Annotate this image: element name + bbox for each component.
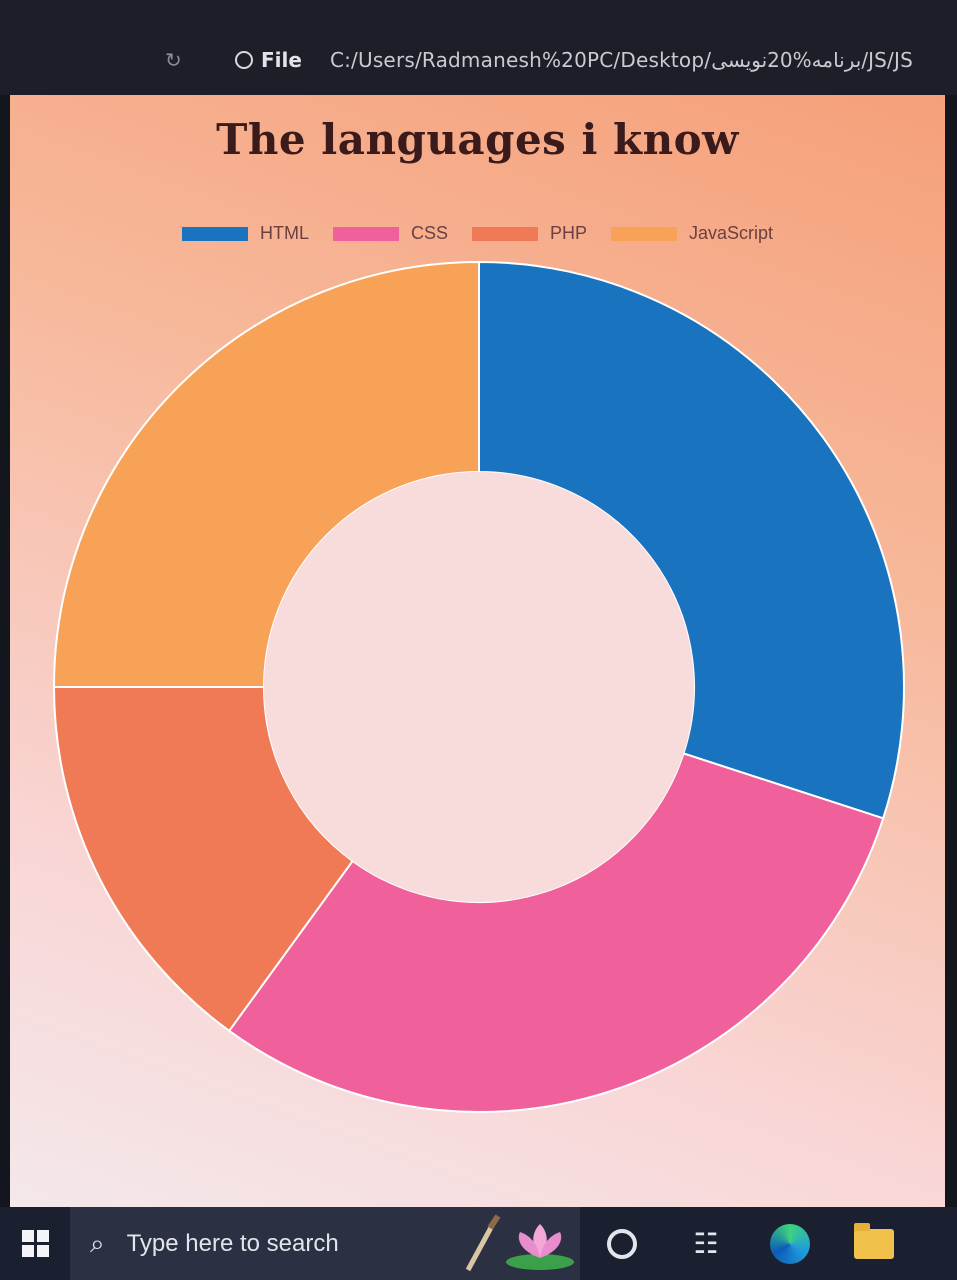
taskbar: ⌕ Type here to search ☷	[0, 1207, 957, 1280]
doughnut-hole	[264, 472, 694, 902]
legend-item-php[interactable]: PHP	[471, 223, 587, 244]
legend-label-php: PHP	[549, 223, 587, 243]
task-view-icon[interactable]: ☷	[693, 1227, 719, 1260]
legend-swatch-javascript	[610, 226, 677, 241]
url-text[interactable]: C:/Users/Radmanesh%20PC/Desktop/برنامه%2…	[329, 48, 913, 72]
reload-icon[interactable]: ↻	[165, 48, 182, 72]
legend-item-javascript[interactable]: JavaScript	[610, 223, 774, 244]
lotus-search-highlight-icon	[465, 1213, 574, 1271]
legend-swatch-css	[332, 226, 399, 241]
legend-label-javascript: JavaScript	[688, 223, 774, 243]
taskbar-search-box[interactable]: ⌕ Type here to search	[70, 1207, 580, 1280]
search-icon: ⌕	[90, 1227, 105, 1258]
cortana-icon[interactable]	[580, 1228, 664, 1259]
page-viewport: The languages i know HTML CSS PHP JavaSc…	[10, 95, 945, 1207]
site-info-icon[interactable]	[235, 51, 253, 69]
browser-toolbar: ↻ File C:/Users/Radmanesh%20PC/Desktop/ب…	[0, 0, 957, 95]
edge-browser-icon[interactable]	[748, 1223, 832, 1264]
file-explorer-icon[interactable]	[832, 1222, 916, 1259]
file-scheme-label: File	[261, 48, 302, 72]
legend-item-html[interactable]: HTML	[181, 223, 309, 244]
address-bar[interactable]: ↻ File C:/Users/Radmanesh%20PC/Desktop/ب…	[165, 42, 957, 78]
legend-swatch-html	[181, 226, 248, 241]
legend-item-css[interactable]: CSS	[332, 223, 448, 244]
search-placeholder: Type here to search	[126, 1229, 339, 1257]
legend-swatch-php	[471, 226, 538, 241]
windows-start-icon[interactable]	[0, 1207, 70, 1280]
legend-label-css: CSS	[410, 223, 448, 243]
chart-legend: HTML CSS PHP JavaScript	[10, 223, 945, 244]
doughnut-chart	[52, 260, 905, 1113]
legend-label-html: HTML	[259, 223, 309, 243]
chart-title: The languages i know	[216, 115, 739, 164]
